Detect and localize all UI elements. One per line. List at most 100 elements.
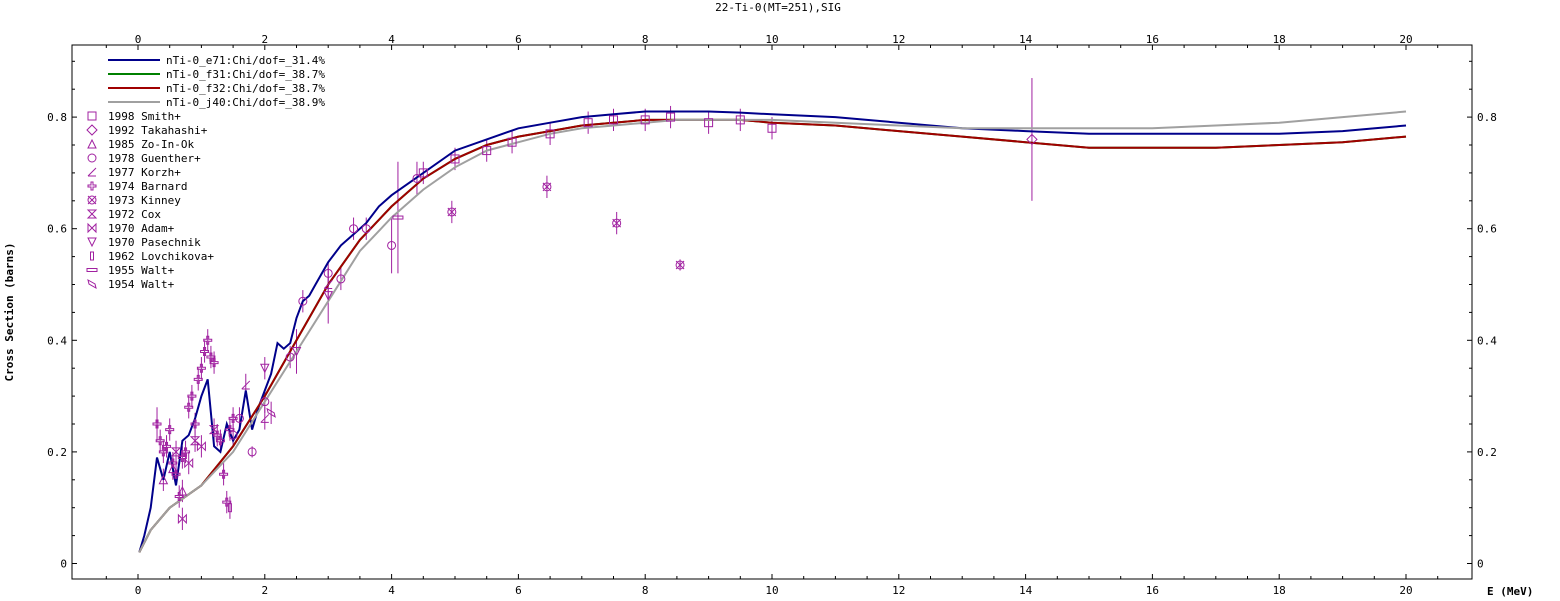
point-circle bbox=[298, 296, 308, 306]
point-slash bbox=[241, 380, 251, 390]
x-tick-label-top: 12 bbox=[892, 33, 905, 46]
x-tick-label-top: 14 bbox=[1019, 33, 1033, 46]
point-cross bbox=[225, 425, 235, 435]
point-cross bbox=[203, 335, 213, 345]
legend-experiment-label: 1985 Zo-In-Ok bbox=[108, 138, 194, 151]
y-tick-label-left: 0.8 bbox=[47, 111, 67, 124]
point-square bbox=[640, 115, 650, 125]
point-x-circle bbox=[87, 195, 97, 205]
point-circle bbox=[285, 352, 295, 362]
x-tick-label-bottom: 0 bbox=[135, 584, 142, 597]
x-tick-label-bottom: 8 bbox=[642, 584, 649, 597]
x-tick-label-bottom: 20 bbox=[1399, 584, 1412, 597]
point-square bbox=[87, 111, 97, 121]
point-slash bbox=[87, 167, 97, 177]
y-tick-label-left: 0.2 bbox=[47, 446, 67, 459]
legend-experiment-label: 1974 Barnard bbox=[108, 180, 187, 193]
x-tick-label-top: 8 bbox=[642, 33, 649, 46]
point-circle bbox=[260, 397, 270, 407]
point-circle bbox=[234, 413, 244, 423]
point-slash bbox=[260, 414, 270, 423]
point-x-circle bbox=[542, 182, 552, 192]
x-axis-label: E (MeV) bbox=[1487, 585, 1533, 598]
point-slash bbox=[323, 280, 333, 289]
point-x-circle bbox=[612, 218, 622, 228]
point-square bbox=[704, 118, 714, 128]
curve-line bbox=[138, 110, 1407, 553]
chart-title: 22-Ti-0(MT=251),SIG bbox=[715, 1, 841, 14]
y-axis: 0 0 0.2 0.2 0.4 0.4 0.6 0.6 0.8 0.8 bbox=[47, 60, 1497, 571]
point-square bbox=[609, 115, 618, 125]
point-square bbox=[583, 118, 593, 128]
point-hourglass bbox=[208, 425, 220, 435]
curve-line bbox=[138, 118, 1407, 553]
y-tick-label-right: 0.2 bbox=[1477, 446, 1497, 459]
point-cross bbox=[200, 346, 210, 356]
point-bar bbox=[227, 503, 232, 513]
point-circle bbox=[247, 447, 257, 457]
point-cross bbox=[228, 413, 238, 423]
point-bowtie bbox=[184, 457, 194, 469]
y-axis-label: Cross Section (barns) bbox=[3, 242, 16, 381]
x-tick-label-bottom: 18 bbox=[1273, 584, 1286, 597]
x-tick-label-top: 16 bbox=[1146, 33, 1159, 46]
point-cross bbox=[181, 447, 191, 457]
x-tick-label-top: 10 bbox=[765, 33, 778, 46]
legend-experiment-label: 1955 Walt+ bbox=[108, 264, 175, 277]
legend-experiment-label: 1954 Walt+ bbox=[108, 278, 175, 291]
point-bar bbox=[90, 251, 94, 261]
point-cross bbox=[215, 436, 225, 446]
point-bowtie bbox=[177, 513, 187, 525]
legend-experiment-label: 1973 Kinney bbox=[108, 194, 181, 207]
y-tick-label-right: 0.8 bbox=[1477, 111, 1497, 124]
x-tick-label-bottom: 12 bbox=[892, 584, 905, 597]
x-tick-label-bottom: 4 bbox=[388, 584, 395, 597]
point-x-circle bbox=[447, 207, 457, 217]
x-tick-label-top: 6 bbox=[515, 33, 522, 46]
point-circle bbox=[87, 153, 97, 163]
y-tick-label-right: 0.4 bbox=[1477, 334, 1497, 347]
point-cross bbox=[152, 419, 162, 429]
point-diamond bbox=[86, 124, 98, 136]
y-tick-label-left: 0.4 bbox=[47, 334, 67, 347]
point-circle bbox=[336, 274, 346, 284]
point-square bbox=[450, 154, 460, 164]
point-cross bbox=[155, 436, 165, 446]
x-tick-label-top: 4 bbox=[388, 33, 395, 46]
legend-experiment-label: 1972 Cox bbox=[108, 208, 161, 221]
x-tick-label-bottom: 10 bbox=[765, 584, 778, 597]
point-cross bbox=[87, 181, 97, 191]
x-axis: 0 0 2 2 4 4 6 6 8 8 10 10 12 12 14 14 16 16 18 18 20 20 bbox=[105, 33, 1439, 597]
curve-line bbox=[138, 110, 1407, 553]
legend-series-label: nTi-0_f32:Chi/dof=_38.7% bbox=[166, 82, 325, 95]
point-dash bbox=[86, 268, 98, 272]
point-cross bbox=[222, 497, 232, 507]
point-hourglass bbox=[86, 209, 98, 219]
point-triangle-up bbox=[168, 463, 178, 474]
point-triangle-up bbox=[177, 485, 188, 496]
point-cross bbox=[184, 402, 194, 412]
point-triangle-up bbox=[87, 138, 97, 149]
point-cross bbox=[165, 425, 175, 435]
point-slant bbox=[87, 278, 97, 290]
x-tick-label-top: 18 bbox=[1273, 33, 1286, 46]
point-cross bbox=[196, 363, 206, 373]
point-cross bbox=[206, 352, 216, 362]
point-square bbox=[507, 137, 517, 147]
legend-series-label: nTi-0_j40:Chi/dof=_38.9% bbox=[166, 96, 325, 109]
point-circle bbox=[387, 240, 397, 250]
legend-series-label: nTi-0_e71:Chi/dof=_31.4% bbox=[166, 54, 325, 67]
x-tick-label-top: 0 bbox=[135, 33, 142, 46]
point-hourglass bbox=[170, 447, 182, 457]
point-cross bbox=[158, 447, 168, 457]
point-bowtie bbox=[87, 222, 97, 234]
legend: nTi-0_e71:Chi/dof=_31.4%nTi-0_f31:Chi/do… bbox=[86, 54, 325, 291]
point-circle bbox=[412, 173, 422, 183]
point-triangle-down bbox=[323, 291, 334, 301]
point-circle bbox=[349, 224, 359, 234]
x-tick-label-bottom: 2 bbox=[261, 584, 268, 597]
legend-experiment-label: 1978 Guenther+ bbox=[108, 152, 201, 165]
x-tick-label-top: 2 bbox=[261, 33, 268, 46]
point-triangle-down bbox=[259, 363, 270, 374]
point-cross bbox=[162, 441, 172, 451]
